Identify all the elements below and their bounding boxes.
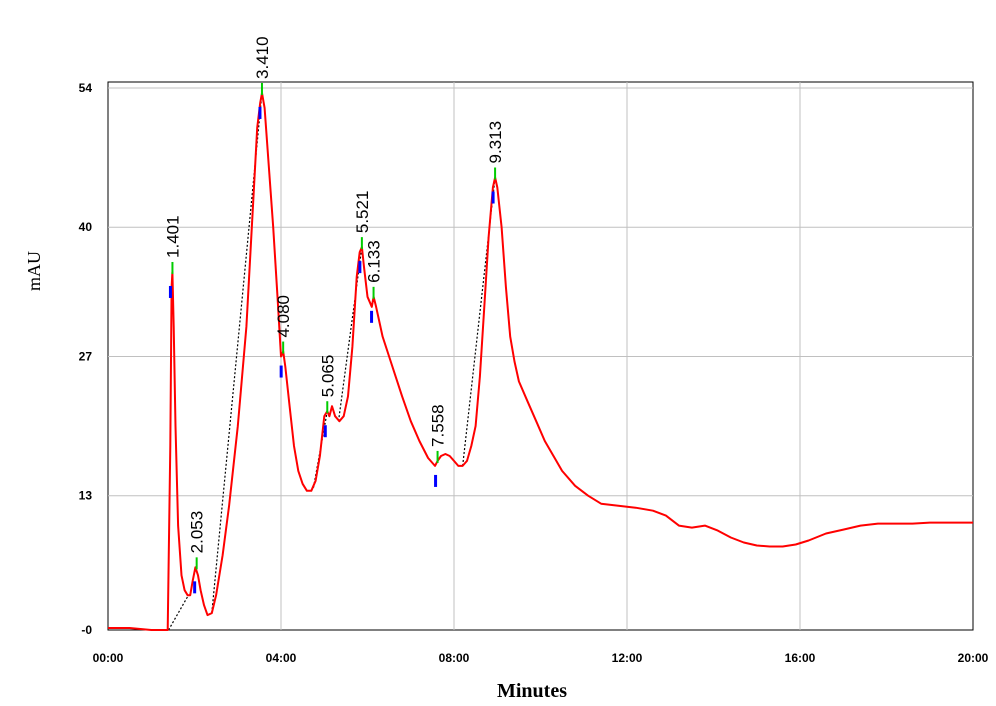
baseline-segment	[339, 247, 362, 421]
peak-label: 1.401	[163, 215, 182, 258]
peak-label: 3.410	[253, 36, 272, 79]
grid-lines	[108, 82, 973, 630]
baseline-segment	[169, 595, 189, 630]
peak-label: 7.558	[429, 404, 448, 447]
chromatogram-trace	[108, 93, 973, 630]
peak-label: 5.521	[353, 191, 372, 234]
peak-label: 5.065	[318, 355, 337, 398]
peak-label: 9.313	[486, 121, 505, 164]
y-axis-title: mAU	[24, 251, 44, 291]
x-tick-labels: 00:00 04:00 08:00 12:00 16:00 20:00	[93, 651, 989, 665]
series-line	[108, 93, 973, 630]
x-tick-label: 00:00	[93, 651, 124, 665]
plot-frame	[108, 82, 973, 630]
peak-label: 6.133	[365, 240, 384, 283]
peak-label: 2.053	[188, 511, 207, 554]
y-tick-label: -0	[81, 623, 92, 637]
y-tick-labels: -0 13 27 40 54	[79, 81, 93, 637]
y-tick-label: 13	[79, 489, 93, 503]
x-tick-label: 20:00	[958, 651, 989, 665]
y-tick-label: 27	[79, 350, 93, 364]
x-tick-label: 12:00	[612, 651, 643, 665]
x-tick-label: 16:00	[785, 651, 816, 665]
y-tick-label: 54	[79, 81, 93, 95]
peak-label: 4.080	[274, 295, 293, 338]
y-tick-label: 40	[79, 220, 93, 234]
x-axis-title: Minutes	[497, 680, 567, 702]
x-tick-label: 04:00	[266, 651, 297, 665]
x-tick-label: 08:00	[439, 651, 470, 665]
